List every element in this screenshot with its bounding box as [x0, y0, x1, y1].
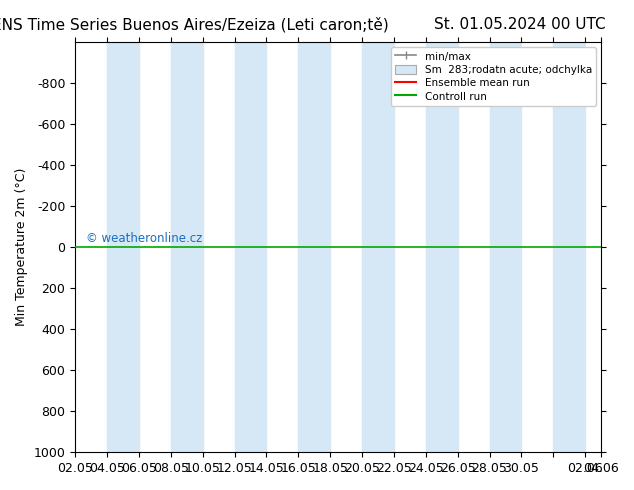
Text: ENS Time Series Buenos Aires/Ezeiza (Leti caron;tě): ENS Time Series Buenos Aires/Ezeiza (Let… [0, 17, 389, 33]
Bar [426, 42, 458, 452]
Bar [489, 42, 521, 452]
Text: St. 01.05.2024 00 UTC: St. 01.05.2024 00 UTC [434, 17, 605, 32]
Y-axis label: Min Temperature 2m (°C): Min Temperature 2m (°C) [15, 168, 28, 326]
Bar [235, 42, 266, 452]
Bar [553, 42, 585, 452]
Legend: min/max, Sm  283;rodatn acute; odchylka, Ensemble mean run, Controll run: min/max, Sm 283;rodatn acute; odchylka, … [391, 47, 596, 106]
Bar [362, 42, 394, 452]
Text: © weatheronline.cz: © weatheronline.cz [86, 232, 202, 245]
Bar [171, 42, 203, 452]
Bar [298, 42, 330, 452]
Bar [107, 42, 139, 452]
